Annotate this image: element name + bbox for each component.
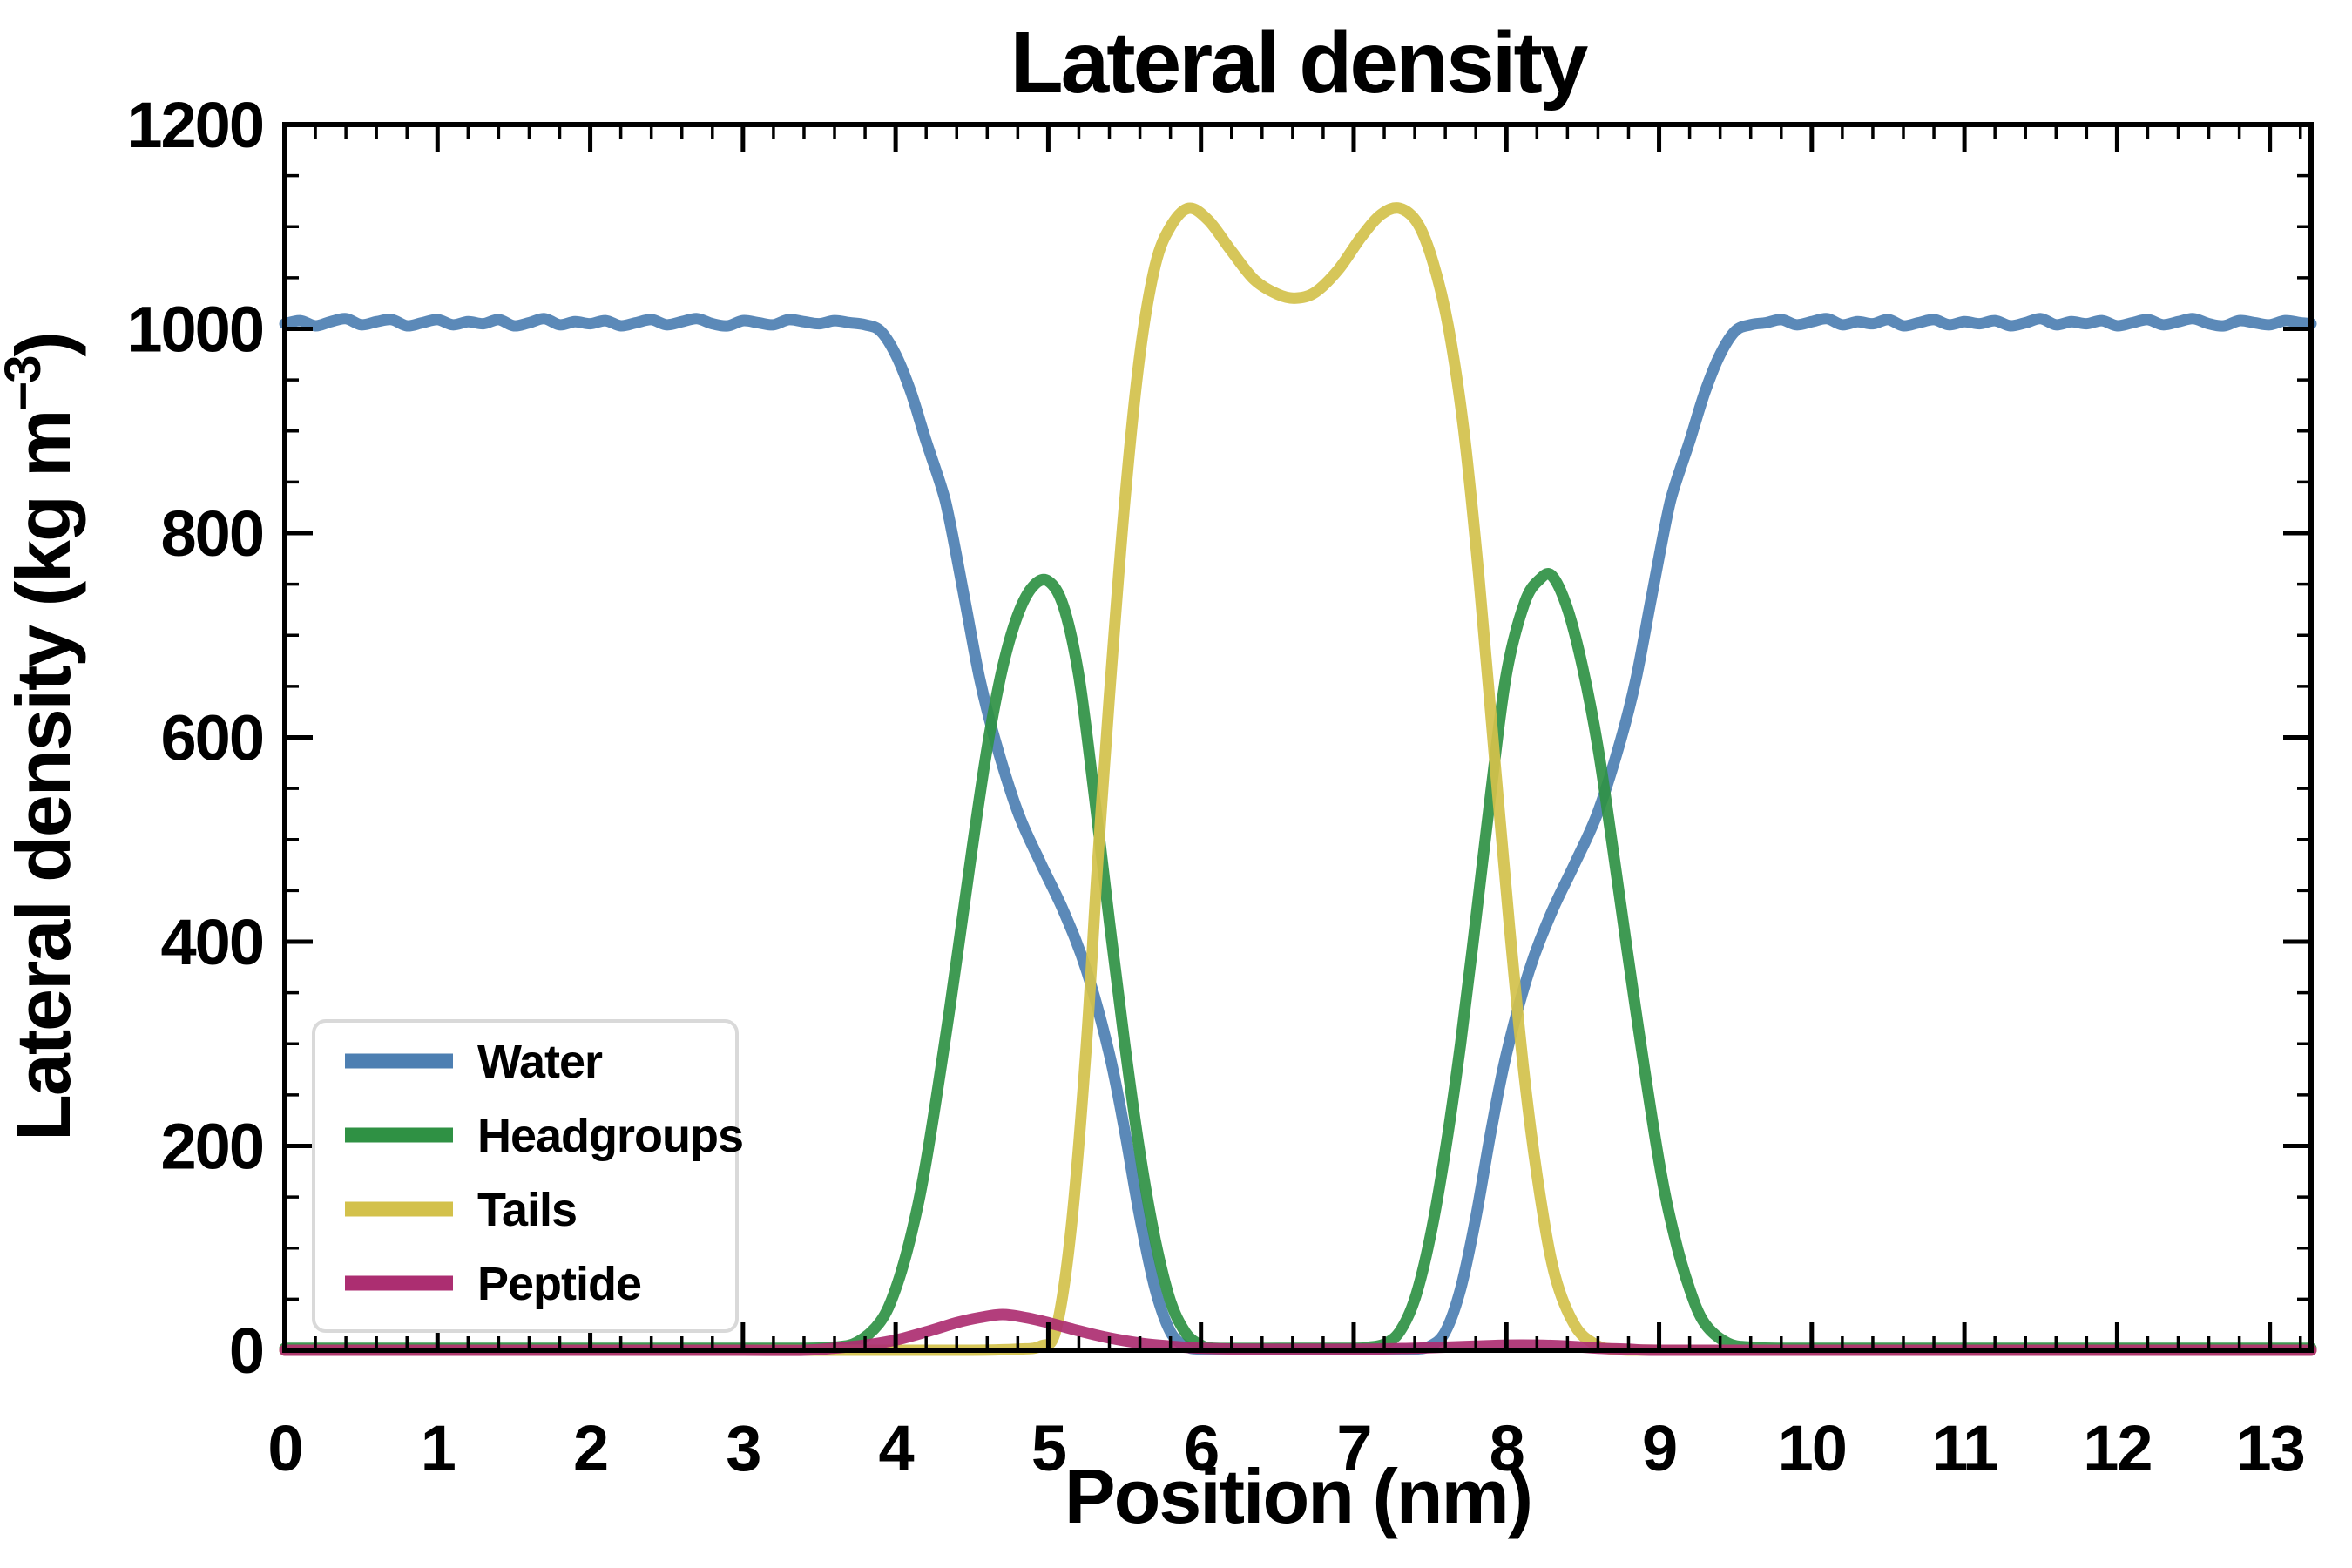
legend-label: Tails [477,1184,577,1236]
y-tick-label: 800 [161,497,263,570]
legend-label: Headgroups [477,1110,743,1162]
legend-entry-tails: Tails [345,1184,578,1236]
legend-entry-peptide: Peptide [345,1258,642,1310]
x-tick-label: 8 [1490,1412,1524,1484]
legend-swatch-water [345,1053,453,1069]
x-tick-label: 7 [1336,1412,1370,1484]
x-tick-label: 4 [879,1412,915,1484]
y-tick-label: 1200 [126,89,263,161]
x-tick-label: 3 [726,1412,760,1484]
legend-swatch-headgroups [345,1127,453,1143]
x-tick-label: 6 [1184,1412,1218,1484]
y-tick-label: 0 [229,1315,263,1387]
x-tick-label: 5 [1031,1412,1066,1484]
y-axis-label: Lateral density (kg m−3) [0,333,86,1141]
legend-label: Water [477,1036,603,1088]
legend-swatch-peptide [345,1275,453,1291]
x-tick-label: 12 [2083,1412,2151,1484]
x-tick-label: 2 [573,1412,607,1484]
y-tick-label: 400 [161,906,263,978]
y-tick-label: 200 [161,1111,263,1183]
legend-entry-water: Water [345,1036,604,1088]
y-tick-label: 600 [161,702,263,774]
y-tick-label: 1000 [126,294,263,366]
x-tick-label: 9 [1642,1412,1676,1484]
chart-title: Lateral density [1010,14,1589,112]
x-tick-label: 0 [267,1412,301,1484]
series-line-tails [279,202,2317,1356]
x-tick-label: 13 [2236,1412,2304,1484]
legend-swatch-tails [345,1201,453,1217]
x-tick-label: 10 [1778,1412,1846,1484]
legend: Water Headgroups Tails Peptide [312,1019,744,1333]
legend-label: Peptide [477,1258,641,1310]
axes [282,122,2314,1353]
x-tick-label: 1 [421,1412,456,1484]
x-axis-label: Position (nm) [1064,1453,1531,1539]
legend-entry-headgroups: Headgroups [345,1110,744,1162]
x-tick-label: 11 [1932,1412,1997,1484]
legend-box [312,1019,739,1333]
